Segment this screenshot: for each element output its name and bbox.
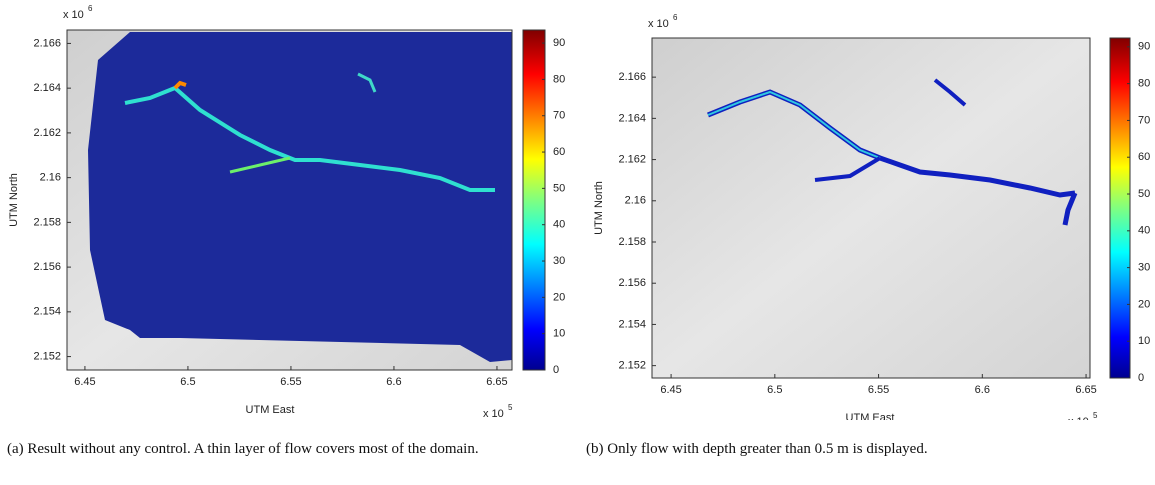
y-tick-label: 2.156 [33, 261, 61, 273]
axes-box [651, 37, 1091, 379]
caption: (b) Only flow with depth greater than 0.… [586, 441, 928, 457]
y-tick-label: 2.16 [625, 195, 646, 207]
river [707, 90, 881, 159]
y-tick-label: 2.164 [33, 82, 61, 94]
colorbar-tick-label: 60 [553, 146, 565, 158]
x-tick-label: 6.6 [386, 376, 401, 388]
y-tick-label: 2.166 [618, 71, 646, 83]
colorbar-tick-label: 0 [553, 364, 559, 376]
colorbar-tick-label: 20 [1138, 298, 1150, 310]
y-axis-label: UTM North [8, 173, 20, 227]
y-scale: x 10 [63, 9, 84, 21]
x-tick-label: 6.45 [660, 384, 681, 396]
colorbar-tick-label: 80 [1138, 78, 1150, 90]
x-scale: x 10 [483, 408, 504, 420]
river [229, 156, 291, 174]
river [814, 156, 882, 182]
colorbar-tick-label: 70 [553, 110, 565, 122]
caption: (a) Result without any control. A thin l… [7, 441, 479, 457]
figure-plots: 6.45 6.5 6.55 6.6 6.652.1522.1542.1562.1582.… [8, 4, 1150, 420]
colorbar-tick-label: 40 [1138, 225, 1150, 237]
colorbar-tick-label: 0 [1138, 372, 1144, 384]
colorbar-tick-label: 80 [553, 73, 565, 85]
x-exponent: 5 [1093, 411, 1098, 420]
colorbar [522, 29, 546, 371]
x-tick-label: 6.65 [1075, 384, 1096, 396]
x-exponent: 5 [508, 403, 513, 412]
flow-layer [88, 32, 512, 362]
colorbar-tick-label: 10 [1138, 335, 1150, 347]
colorbar-tick-label: 70 [1138, 114, 1150, 126]
x-scale: x 10 [1068, 416, 1089, 420]
y-tick-label: 2.158 [33, 216, 61, 228]
y-tick-label: 2.158 [618, 236, 646, 248]
x-tick-label: 6.55 [868, 384, 889, 396]
y-tick-label: 2.154 [618, 318, 646, 330]
y-tick-label: 2.16 [40, 172, 61, 184]
y-tick-label: 2.162 [618, 153, 646, 165]
colorbar-tick-label: 20 [553, 291, 565, 303]
axes-box [66, 29, 513, 371]
y-tick-label: 2.166 [33, 37, 61, 49]
river [357, 72, 377, 93]
colorbar-tick-label: 60 [1138, 151, 1150, 163]
colorbar-tick-label: 90 [1138, 41, 1150, 53]
y-scale: x 10 [648, 18, 669, 30]
colorbar-tick-label: 50 [553, 182, 565, 194]
terrain [652, 38, 1090, 378]
y-exponent: 6 [88, 4, 93, 13]
y-tick-label: 2.164 [618, 112, 646, 124]
y-tick-label: 2.156 [618, 277, 646, 289]
x-tick-label: 6.65 [486, 376, 507, 388]
colorbar-tick-label: 90 [553, 37, 565, 49]
river [933, 78, 967, 107]
y-axis-label: UTM North [593, 181, 605, 235]
y-tick-label: 2.152 [33, 350, 61, 362]
x-tick-label: 6.45 [74, 376, 95, 388]
river [1062, 192, 1078, 226]
colorbar-tick-label: 30 [1138, 262, 1150, 274]
colorbar-tick-label: 30 [553, 255, 565, 267]
river-hot [173, 80, 187, 90]
x-tick-label: 6.6 [975, 384, 990, 396]
colorbar [1109, 37, 1131, 379]
x-tick-label: 6.55 [280, 376, 301, 388]
y-tick-label: 2.152 [618, 360, 646, 372]
x-tick-label: 6.5 [767, 384, 782, 396]
colorbar-tick-label: 50 [1138, 188, 1150, 200]
y-exponent: 6 [673, 13, 678, 22]
x-axis-label: UTM East [246, 404, 295, 416]
x-axis-label: UTM East [846, 412, 895, 420]
colorbar-tick-label: 40 [553, 219, 565, 231]
y-tick-label: 2.154 [33, 306, 61, 318]
colorbar-tick-label: 10 [553, 328, 565, 340]
x-tick-label: 6.5 [180, 376, 195, 388]
y-tick-label: 2.162 [33, 127, 61, 139]
